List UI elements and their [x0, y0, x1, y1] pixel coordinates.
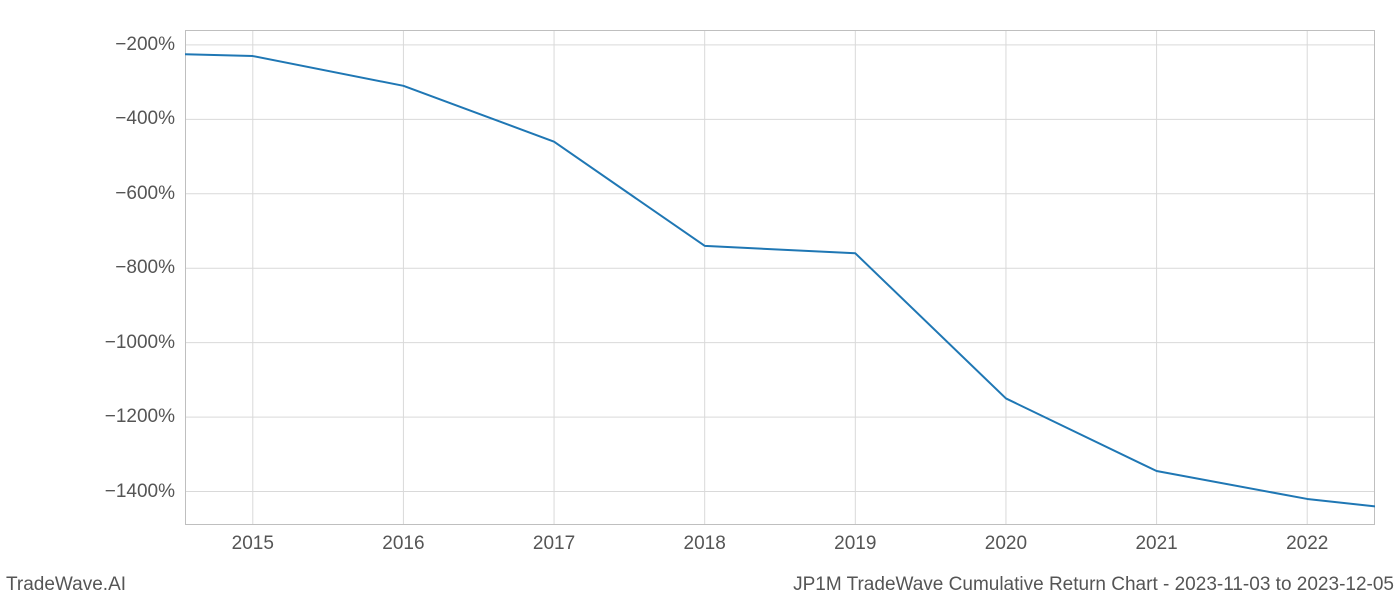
- chart-container: −200% −400% −600% −800% −1000% −1200% −1400% 20…: [0, 0, 1400, 600]
- y-tick-label: −600%: [115, 183, 185, 205]
- plot-area: −200%−400%−600%−800%−1000%−1200%−1400%20…: [185, 30, 1375, 525]
- x-tick-label: 2015: [232, 525, 274, 555]
- x-tick-label: 2021: [1135, 525, 1177, 555]
- y-tick-label: −1400%: [105, 481, 185, 503]
- y-tick-label: −1200%: [105, 406, 185, 428]
- footer-left-text: TradeWave.AI: [6, 574, 126, 596]
- x-tick-label: 2020: [985, 525, 1027, 555]
- y-tick-label: −200%: [115, 34, 185, 56]
- x-tick-label: 2019: [834, 525, 876, 555]
- y-tick-label: −800%: [115, 257, 185, 279]
- x-tick-label: 2016: [382, 525, 424, 555]
- x-tick-label: 2022: [1286, 525, 1328, 555]
- x-tick-label: 2017: [533, 525, 575, 555]
- line-chart-svg: [185, 30, 1375, 525]
- footer-right-text: JP1M TradeWave Cumulative Return Chart -…: [793, 574, 1394, 596]
- y-tick-label: −400%: [115, 108, 185, 130]
- y-tick-label: −1000%: [105, 332, 185, 354]
- x-tick-label: 2018: [684, 525, 726, 555]
